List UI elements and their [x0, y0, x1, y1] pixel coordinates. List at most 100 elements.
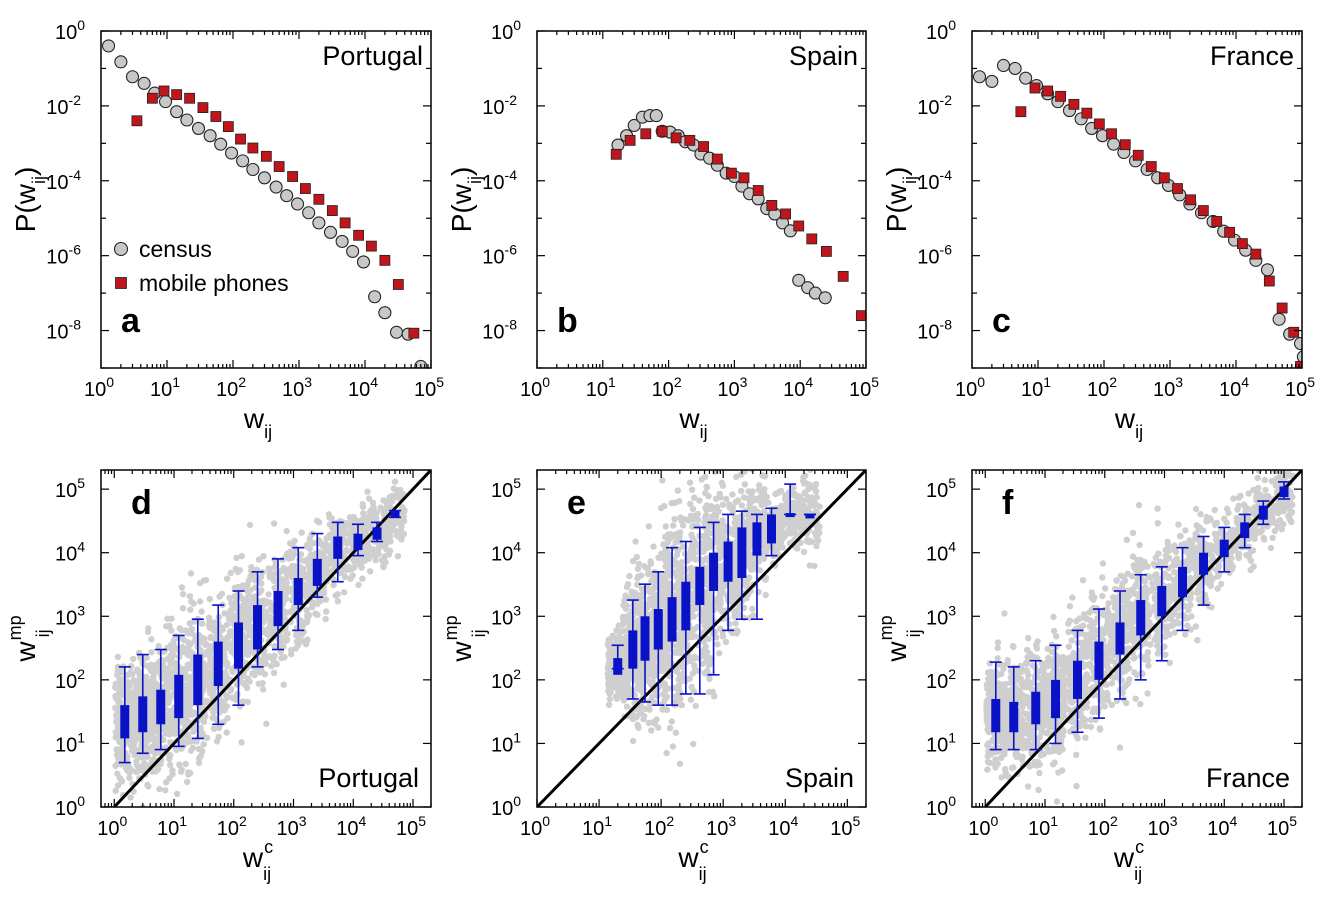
box-iqr [120, 705, 130, 739]
x-tick-label: 105 [396, 813, 426, 840]
raw-point [695, 555, 702, 563]
raw-point [621, 656, 628, 664]
raw-point [278, 576, 286, 583]
axis-ticks [100, 30, 432, 369]
data-point [1224, 226, 1236, 238]
data-point [752, 185, 764, 196]
raw-point [187, 570, 195, 577]
raw-point [281, 581, 288, 588]
raw-point [679, 515, 687, 523]
raw-point [260, 686, 267, 693]
raw-point [619, 621, 627, 628]
box-iqr [640, 616, 650, 661]
raw-point [704, 534, 711, 542]
raw-point [675, 682, 682, 689]
box-plot [611, 644, 624, 675]
raw-point [802, 472, 809, 479]
raw-point [114, 746, 121, 753]
plot-frame [536, 30, 867, 369]
raw-point [701, 607, 708, 614]
country-label: Portugal [318, 763, 419, 793]
raw-point [672, 648, 680, 655]
data-point [610, 148, 622, 160]
raw-point [267, 605, 275, 612]
raw-point [812, 508, 820, 515]
raw-point [255, 556, 263, 563]
raw-point [797, 539, 804, 546]
x-tick-label: 101 [157, 813, 187, 840]
raw-point [634, 581, 641, 588]
raw-point [355, 581, 362, 589]
raw-point [663, 749, 670, 757]
raw-point [687, 564, 695, 572]
plot-frame [536, 469, 867, 808]
box-plot [331, 521, 344, 583]
raw-point [128, 671, 136, 678]
data-point [224, 146, 239, 160]
raw-point [772, 490, 779, 498]
raw-point [613, 627, 620, 634]
raw-point [762, 576, 769, 583]
raw-point [646, 706, 653, 713]
raw-point [114, 653, 122, 661]
raw-point [182, 667, 189, 675]
data-point [365, 240, 377, 252]
axis-ticks [971, 30, 1303, 369]
raw-point [178, 584, 186, 591]
raw-point [133, 768, 140, 776]
raw-point [246, 627, 254, 634]
raw-point [197, 746, 204, 753]
box-iqr [752, 522, 762, 556]
raw-point [761, 486, 768, 493]
raw-point [178, 626, 185, 634]
raw-point [650, 543, 657, 550]
plot-frame [971, 30, 1303, 369]
raw-point [168, 615, 175, 622]
raw-point [280, 565, 287, 572]
y-tick-label: 105 [491, 475, 521, 502]
raw-point [794, 492, 801, 500]
data-point [820, 246, 832, 257]
raw-point [382, 522, 389, 529]
raw-point [270, 627, 277, 635]
raw-point [676, 760, 684, 767]
data-point [146, 92, 158, 104]
raw-point [258, 666, 265, 673]
raw-point [223, 575, 231, 582]
raw-point [113, 751, 121, 758]
raw-point [719, 533, 727, 540]
raw-point [278, 654, 285, 662]
y-axis-label: P(wij) [446, 167, 485, 233]
data-point [1093, 118, 1105, 130]
box-plot [707, 521, 720, 676]
data-point [290, 197, 305, 211]
raw-point [226, 644, 233, 651]
raw-point [661, 502, 668, 510]
raw-point [787, 524, 794, 531]
panel-letter: b [557, 302, 578, 340]
data-point [1260, 263, 1275, 277]
data-point [996, 58, 1011, 73]
raw-point [283, 527, 290, 535]
raw-point [162, 787, 169, 794]
raw-point [114, 671, 121, 679]
raw-point [152, 768, 159, 775]
raw-point [365, 555, 372, 562]
x-tick-label: 104 [348, 374, 378, 401]
raw-point [688, 531, 695, 538]
data-point [1081, 107, 1093, 119]
raw-point [667, 558, 675, 566]
axis-ticks [536, 30, 867, 369]
raw-point [150, 756, 157, 763]
data-point [1106, 128, 1117, 140]
raw-point [369, 499, 377, 506]
raw-point [245, 602, 252, 609]
raw-point [748, 566, 755, 573]
raw-point [671, 516, 678, 523]
raw-point [760, 537, 767, 544]
raw-point [726, 620, 733, 628]
raw-point [689, 670, 696, 677]
series-mobile-phones [131, 85, 420, 339]
raw-point [749, 605, 756, 612]
